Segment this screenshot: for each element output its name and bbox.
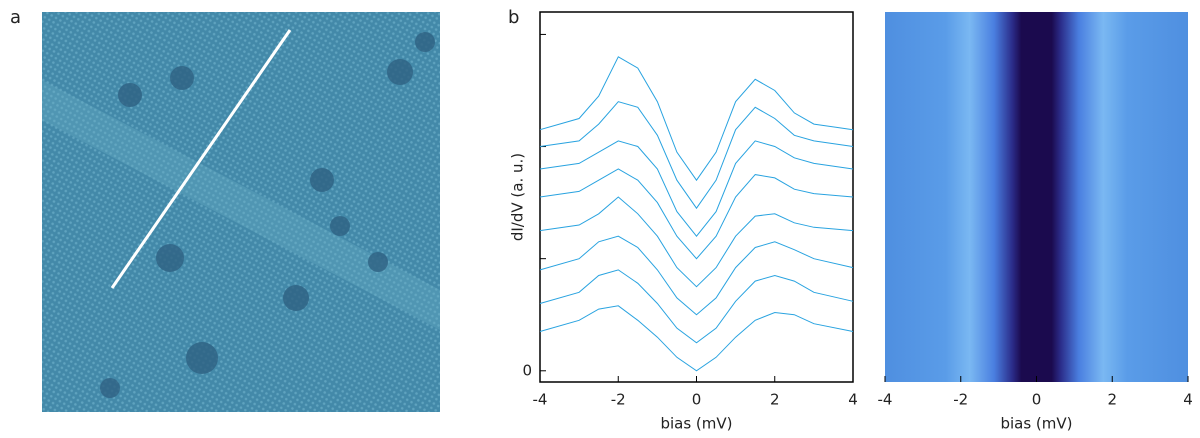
spectrum-line xyxy=(539,235,854,316)
x-tick-label: 2 xyxy=(770,391,780,409)
x-tick-label: 2 xyxy=(1107,391,1117,409)
panel-label: a xyxy=(10,7,21,28)
x-tick-label: -2 xyxy=(953,391,968,409)
panel-label: b xyxy=(508,7,519,28)
y-tick-label: 0 xyxy=(522,361,532,379)
x-tick-label: -4 xyxy=(878,391,893,409)
x-tick-label: -2 xyxy=(611,391,626,409)
heatmap-image xyxy=(885,12,1188,382)
spectrum-line xyxy=(539,168,854,260)
x-axis-label: bias (mV) xyxy=(1000,415,1072,433)
plot-frame xyxy=(539,11,854,383)
spectrum-line xyxy=(539,56,854,182)
x-tick-label: -4 xyxy=(533,391,548,409)
spectrum-line xyxy=(539,101,854,210)
x-tick-label: 4 xyxy=(848,391,858,409)
x-tick-label: 4 xyxy=(1183,391,1193,409)
spectrum-line xyxy=(539,269,854,344)
x-tick-label: 0 xyxy=(692,391,702,409)
y-axis-label: dI/dV (a. u.) xyxy=(509,153,527,241)
topography-image xyxy=(42,12,440,412)
x-axis-label: bias (mV) xyxy=(660,415,732,433)
spectrum-line xyxy=(539,140,854,238)
x-tick-label: 0 xyxy=(1032,391,1042,409)
spectrum-line xyxy=(539,305,854,372)
spectrum-line xyxy=(539,196,854,288)
